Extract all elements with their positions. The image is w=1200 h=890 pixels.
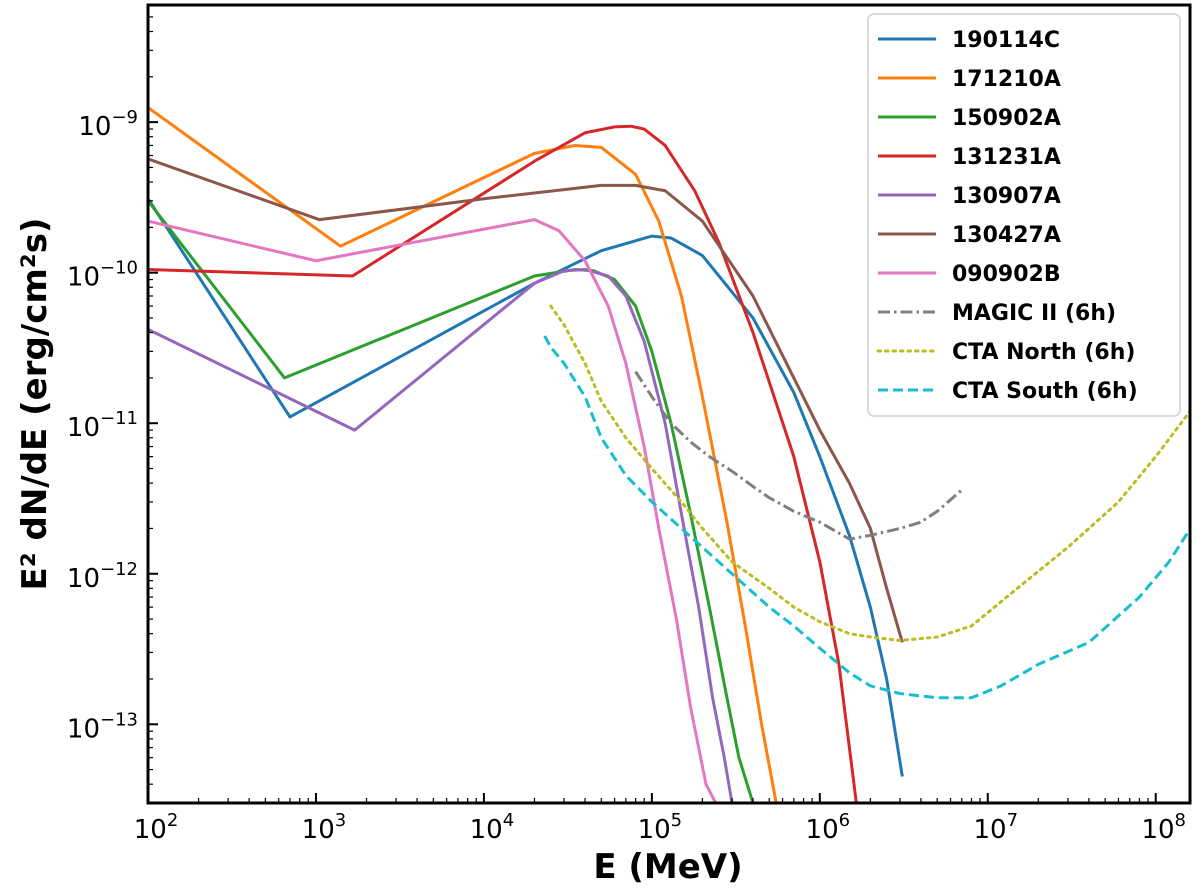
series-line-130427a xyxy=(148,157,904,643)
plot-frame xyxy=(146,3,1192,805)
series-line-cta-north-6h xyxy=(549,304,1190,643)
series-layer xyxy=(148,106,1190,803)
series-line-090902b xyxy=(148,218,718,803)
y-axis-label: E² dN/dE (erg/cm²s) xyxy=(15,218,55,591)
series-line-cta-south-6h xyxy=(543,335,1190,700)
legend-label-cta-north-6h: CTA North (6h) xyxy=(952,340,1135,365)
y-tick-label: 10−9 xyxy=(78,107,138,142)
series-line-magic-ii-6h xyxy=(634,370,963,541)
x-tick-label: 108 xyxy=(1141,810,1186,845)
x-tick-label: 103 xyxy=(302,810,347,845)
x-tick-label: 106 xyxy=(806,810,851,845)
legend-label-131231a: 131231A xyxy=(952,145,1061,170)
legend-label-130427a: 130427A xyxy=(952,223,1061,248)
series-line-150902a xyxy=(148,199,755,803)
y-tick-label: 10−13 xyxy=(67,709,138,744)
y-tick-label: 10−12 xyxy=(67,559,138,594)
series-line-171210a xyxy=(148,106,778,803)
y-tick-label: 10−10 xyxy=(67,258,138,293)
x-tick-label: 104 xyxy=(470,810,515,845)
x-tick-label: 107 xyxy=(973,810,1018,845)
x-axis-label: E (MeV) xyxy=(593,847,742,887)
ticklabel-layer: 102 103 104 105 106 107 108 10−13 10−12 10−11 10−1… xyxy=(67,107,1186,845)
series-line-130907a xyxy=(148,267,734,803)
legend-label-cta-south-6h: CTA South (6h) xyxy=(952,379,1138,404)
legend-label-171210a: 171210A xyxy=(952,67,1061,92)
legend-label-magic-ii-6h: MAGIC II (6h) xyxy=(952,301,1116,326)
legend-box xyxy=(867,13,1181,417)
legend-label-190114c: 190114C xyxy=(952,28,1060,53)
y-tick-label: 10−11 xyxy=(67,408,138,443)
x-tick-label: 105 xyxy=(638,810,683,845)
series-line-131231a xyxy=(148,124,858,803)
legend-items: 190114C 171210A 150902A 131231A 130907A 13042… xyxy=(876,28,1138,404)
x-tick-label: 102 xyxy=(134,810,179,845)
legend-label-090902b: 090902B xyxy=(952,262,1061,287)
legend-label-150902a: 150902A xyxy=(952,106,1061,131)
legend: 190114C 171210A 150902A 131231A 130907A 13042… xyxy=(867,13,1181,417)
legend-label-130907a: 130907A xyxy=(952,184,1061,209)
